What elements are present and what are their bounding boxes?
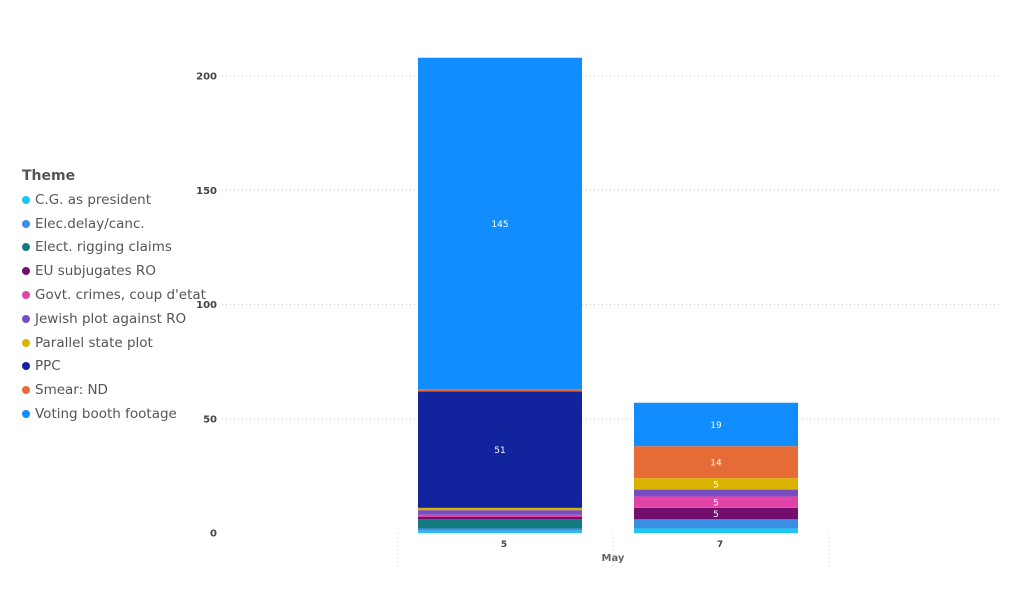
y-tick-label: 100 <box>196 300 217 311</box>
bar-segment[interactable] <box>634 446 798 479</box>
data-label: 145 <box>491 220 508 230</box>
legend-dot-icon <box>22 362 30 371</box>
legend-dot-icon <box>22 243 30 252</box>
x-tick-label: 7 <box>717 540 723 550</box>
y-tick-label: 0 <box>210 529 217 540</box>
bar-segment[interactable] <box>634 528 798 533</box>
legend-label: C.G. as president <box>35 191 151 208</box>
bar-segment[interactable] <box>418 514 582 518</box>
data-label: 19 <box>710 421 722 431</box>
legend-label: Elect. rigging claims <box>35 239 172 256</box>
legend-item[interactable]: Elect. rigging claims <box>22 236 206 260</box>
legend-label: Smear: ND <box>35 382 108 399</box>
bar-segment[interactable] <box>634 519 798 529</box>
data-label: 14 <box>710 459 722 469</box>
legend-label: Elec.delay/canc. <box>35 215 145 232</box>
legend-title: Theme <box>22 168 76 184</box>
legend-item[interactable]: Jewish plot against RO <box>22 307 206 331</box>
bar-segment[interactable] <box>418 389 582 392</box>
legend-dot-icon <box>22 219 30 228</box>
legend-item[interactable]: Elec.delay/canc. <box>22 212 206 236</box>
bar-segment[interactable] <box>634 478 798 490</box>
y-tick-label: 50 <box>203 414 217 425</box>
x-tick-label: 5 <box>501 540 507 550</box>
bar-segment[interactable] <box>634 496 798 508</box>
legend-label: Parallel state plot <box>35 334 153 351</box>
y-axis-ticks: 0 50 100 150 200 <box>196 72 217 540</box>
x-axis-label: May <box>602 553 625 564</box>
bar-segment[interactable] <box>418 528 582 531</box>
bars <box>418 57 798 533</box>
legend-item[interactable]: Smear: ND <box>22 378 206 402</box>
data-label: 5 <box>713 499 719 509</box>
bar-segment[interactable] <box>418 519 582 529</box>
bar-segment[interactable] <box>418 510 582 515</box>
bar-segment[interactable] <box>634 507 798 520</box>
bar-segment[interactable] <box>418 391 582 508</box>
y-tick-label: 150 <box>196 186 217 197</box>
legend-item[interactable]: EU subjugates RO <box>22 259 206 283</box>
legend-label: EU subjugates RO <box>35 263 156 280</box>
legend: Theme C.G. as president Elec.delay/canc. E… <box>22 168 206 426</box>
bar-segment[interactable] <box>418 517 582 520</box>
bar-segment[interactable] <box>418 57 582 390</box>
legend-dot-icon <box>22 314 30 323</box>
legend-dot-icon <box>22 410 30 419</box>
legend-item[interactable]: Parallel state plot <box>22 331 206 355</box>
legend-dot-icon <box>22 338 30 347</box>
legend-item[interactable]: Govt. crimes, coup d'etat <box>22 283 206 307</box>
legend-dot-icon <box>22 386 30 395</box>
y-tick-label: 200 <box>196 72 217 83</box>
legend-label: Jewish plot against RO <box>35 310 187 327</box>
legend-label: Govt. crimes, coup d'etat <box>35 287 206 304</box>
data-label: 5 <box>713 510 719 520</box>
gridlines <box>222 75 1000 568</box>
data-label: 51 <box>494 446 505 456</box>
legend-label: Voting booth footage <box>35 406 177 423</box>
legend-dot-icon <box>22 291 30 300</box>
bar-segment[interactable] <box>634 489 798 497</box>
bar-segment[interactable] <box>418 530 582 533</box>
legend-item[interactable]: Voting booth footage <box>22 402 206 426</box>
legend-items: C.G. as president Elec.delay/canc. Elect. … <box>22 188 206 426</box>
legend-label: PPC <box>35 358 61 375</box>
legend-dot-icon <box>22 267 30 276</box>
legend-item[interactable]: PPC <box>22 355 206 379</box>
legend-dot-icon <box>22 195 30 204</box>
bar-segment[interactable] <box>634 402 798 447</box>
bar-segment[interactable] <box>418 507 582 511</box>
legend-item[interactable]: C.G. as president <box>22 188 206 212</box>
data-label: 5 <box>713 480 719 490</box>
